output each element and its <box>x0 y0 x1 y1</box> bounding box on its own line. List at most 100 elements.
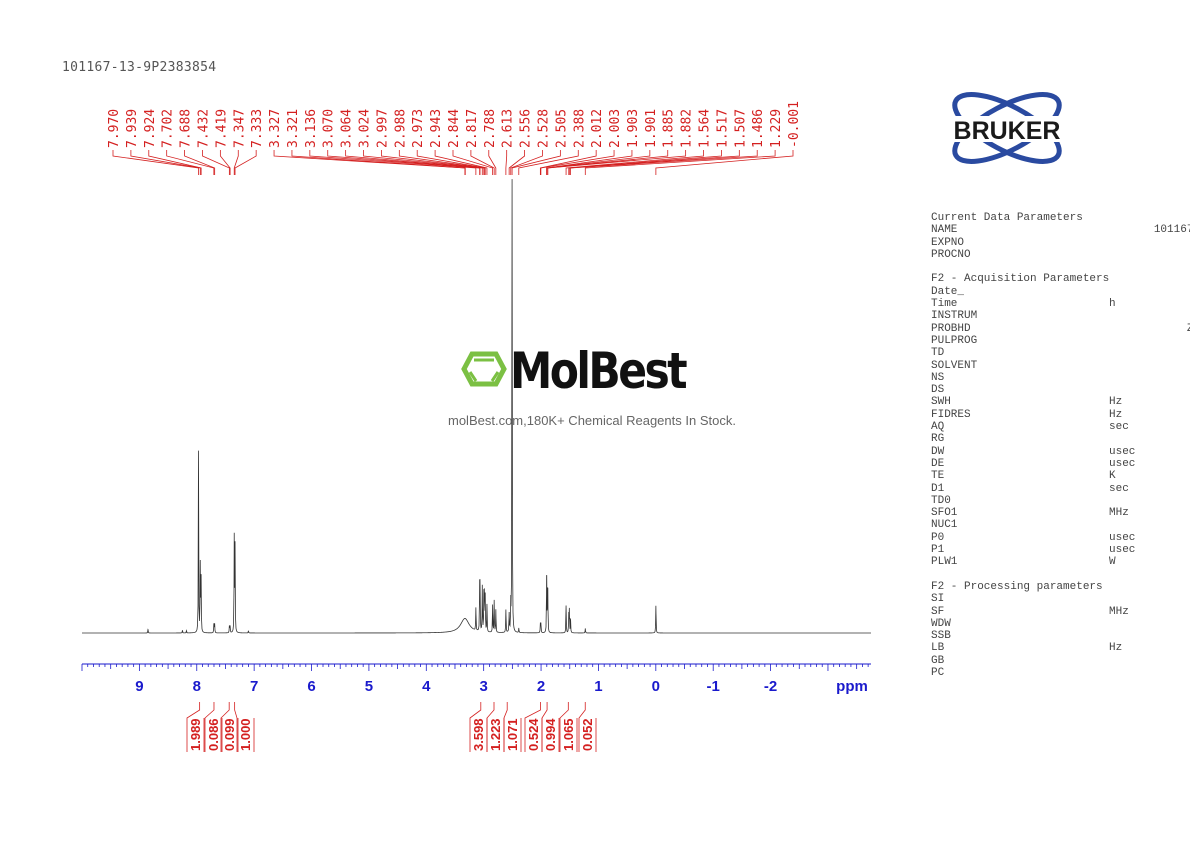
integral-value: 1.000 <box>238 718 253 751</box>
peak-label-connector <box>547 150 687 175</box>
peak-label-connector <box>148 150 202 175</box>
integral-value: 3.598 <box>471 718 486 751</box>
param-name: WDW <box>931 617 951 630</box>
param-value: 65536 <box>1079 347 1190 359</box>
param-name: NUC1 <box>931 519 958 532</box>
peak-label: 2.613 <box>501 109 516 148</box>
integral-value: 1.223 <box>488 718 503 751</box>
integral-value: 1.065 <box>561 718 576 751</box>
param-row: PULPROGzg30 <box>931 335 1109 347</box>
integral-value: 0.994 <box>543 718 558 751</box>
peak-label: 2.003 <box>608 109 623 148</box>
param-value: 0 <box>1079 384 1190 396</box>
param-name: SOLVENT <box>931 359 978 372</box>
param-unit: usec <box>1109 445 1136 458</box>
param-unit: Hz <box>1109 642 1123 655</box>
param-value: 20.25 <box>1079 298 1190 310</box>
param-value: 0.363304 <box>1079 409 1190 421</box>
param-unit: K <box>1109 470 1116 483</box>
peak-label: 3.064 <box>340 109 355 148</box>
tick-label: 9 <box>135 678 143 695</box>
integral-value: 1.989 <box>188 718 203 751</box>
param-row: WDWEM <box>931 618 1109 630</box>
param-value: 1 <box>1079 495 1190 507</box>
integral-value: 0.099 <box>222 718 237 751</box>
param-value: 101167-13-9P2383854 <box>1153 224 1190 237</box>
param-unit: sec <box>1109 482 1129 495</box>
peak-label-connector <box>416 150 486 175</box>
param-unit: MHz <box>1109 605 1129 618</box>
param-row: TD01 <box>931 495 1109 507</box>
peak-label: 1.885 <box>662 109 677 148</box>
peak-label-connector <box>505 150 508 175</box>
integral-bracket <box>204 702 215 752</box>
param-value: 1.00 <box>1079 667 1190 679</box>
param-row: PROCNO1 <box>931 249 1109 261</box>
param-name: DE <box>931 457 945 470</box>
param-row: PLW121.87999916W <box>931 556 1116 568</box>
peak-label: 7.432 <box>196 109 211 148</box>
peak-label: 2.973 <box>411 109 426 148</box>
tick-label: 3 <box>480 678 488 695</box>
peak-label-connector <box>511 150 561 175</box>
acq-params-title: F2 - Acquisition Parameters <box>931 273 1110 286</box>
param-unit: Hz <box>1109 396 1123 409</box>
param-row: GB0 <box>931 655 1109 667</box>
peak-label-connector <box>234 150 257 175</box>
param-name: TE <box>931 470 945 483</box>
peak-label-connector <box>510 150 543 175</box>
param-unit: usec <box>1109 457 1136 470</box>
param-row: PC1.00 <box>931 667 1109 679</box>
tick-label: 4 <box>422 678 431 695</box>
peak-label: -0.001 <box>787 101 802 148</box>
param-name: PROBHD <box>931 322 971 335</box>
param-unit: W <box>1109 556 1116 569</box>
param-value: DMSO <box>1079 360 1190 372</box>
param-name: PC <box>931 666 945 679</box>
parameters-panel: Current Data Parameters NAME 101167-13-9P… <box>931 212 1190 679</box>
peak-label: 1.903 <box>626 109 641 148</box>
peak-label-connector <box>112 150 199 175</box>
peak-label-connector <box>166 150 215 175</box>
peak-label: 1.564 <box>698 109 713 148</box>
param-name: SF <box>931 605 945 618</box>
peak-labels: 7.970 7.939 7.924 7.702 7.688 7.432 7.419 7.347… <box>107 101 802 175</box>
param-value: 0 <box>1079 655 1190 667</box>
param-name: D1 <box>931 482 945 495</box>
param-name: PROCNO <box>931 248 971 261</box>
peak-label: 7.419 <box>214 109 229 148</box>
peak-label: 2.988 <box>393 109 408 148</box>
tick-label: -2 <box>764 678 777 695</box>
integral-value: 0.052 <box>580 718 595 751</box>
param-name: P0 <box>931 531 945 544</box>
param-row: SWH11904.762Hz <box>931 396 1122 408</box>
param-row: SF600.1500019MHz <box>931 605 1129 618</box>
peak-label-connector <box>655 150 794 175</box>
bruker-logo-text: BRUKER <box>954 117 1061 145</box>
param-value: EM <box>1079 618 1190 630</box>
param-row: RG101 <box>931 433 1109 445</box>
param-row: SI65536 <box>931 593 1109 605</box>
peak-label: 2.528 <box>536 109 551 148</box>
integral-bracket <box>469 702 482 752</box>
param-row: SSB0 <box>931 630 1109 642</box>
param-value: 21.87999916 <box>1079 556 1190 568</box>
peak-label: 2.817 <box>465 109 480 148</box>
param-value: 20250113 <box>1079 286 1190 298</box>
param-row: NUC11H <box>931 519 1109 531</box>
param-value: 11904.762 <box>1079 396 1190 408</box>
param-unit: sec <box>1109 421 1129 434</box>
param-name: SI <box>931 593 945 606</box>
tick-label: -1 <box>707 678 720 695</box>
integral-bracket <box>541 702 548 752</box>
peak-label-connector <box>381 150 485 175</box>
tick-label: 0 <box>652 678 660 695</box>
peak-label-connector <box>434 150 488 175</box>
param-row: D11.00000000sec <box>931 482 1129 495</box>
peak-label-connector <box>540 150 615 175</box>
param-value: 65536 <box>1079 593 1190 605</box>
integral-bracket <box>186 702 201 752</box>
param-value: 1 <box>1079 237 1190 249</box>
param-value: 2.7525120 <box>1079 421 1190 433</box>
